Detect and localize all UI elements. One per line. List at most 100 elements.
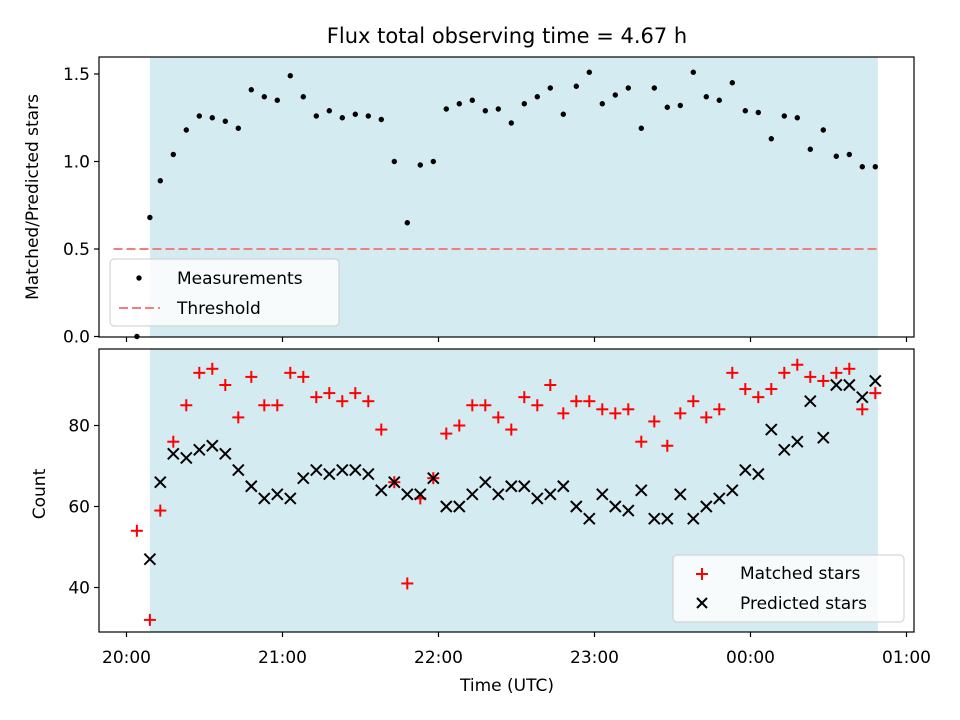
matched-star-point xyxy=(518,391,531,404)
matched-star-point xyxy=(310,391,323,404)
top-y-axis-label: Matched/Predicted stars xyxy=(23,94,43,300)
measurement-point xyxy=(521,101,527,107)
predicted-star-point xyxy=(830,378,843,392)
measurement-point xyxy=(482,108,488,114)
matched-star-point xyxy=(544,379,557,391)
legend-threshold-label: Threshold xyxy=(176,299,261,319)
predicted-star-point xyxy=(869,374,882,388)
predicted-star-point xyxy=(349,463,362,477)
measurement-point xyxy=(586,69,592,75)
bottom-legend: Matched stars Predicted stars xyxy=(672,554,905,623)
predicted-star-point xyxy=(674,488,687,501)
measurement-point xyxy=(794,115,800,121)
measurement-point xyxy=(833,153,839,159)
predicted-star-point xyxy=(401,488,414,501)
matched-star-point xyxy=(297,370,310,383)
matched-star-point xyxy=(193,366,206,379)
top-panel: 0.0 0.5 1.0 1.5 Matched/Predicted stars Mea… xyxy=(23,56,915,348)
matched-star-point xyxy=(830,366,843,379)
bottom-ytick-label: 80 xyxy=(68,417,90,437)
measurement-point xyxy=(742,108,748,114)
predicted-star-point xyxy=(375,484,388,497)
matched-star-point xyxy=(349,387,362,400)
predicted-star-point xyxy=(271,488,284,501)
measurement-point xyxy=(664,104,670,110)
xtick-label: 23:00 xyxy=(570,648,619,668)
matched-star-point xyxy=(869,387,882,400)
predicted-star-point xyxy=(687,512,700,525)
matched-star-point xyxy=(661,439,674,452)
matched-star-point xyxy=(479,399,492,412)
matched-star-point xyxy=(765,383,778,396)
measurement-point xyxy=(820,127,826,133)
chart-title: Flux total observing time = 4.67 h xyxy=(327,24,687,48)
matched-star-point xyxy=(453,419,466,432)
predicted-star-point xyxy=(791,435,804,448)
matched-star-point xyxy=(635,435,648,448)
matched-star-point xyxy=(531,399,544,412)
measurement-point xyxy=(313,113,319,119)
matched-star-point xyxy=(856,403,869,416)
predicted-star-point xyxy=(778,443,791,457)
matched-star-point xyxy=(700,411,713,424)
matched-star-point xyxy=(713,403,726,416)
predicted-star-point xyxy=(817,431,830,444)
predicted-star-point xyxy=(167,447,180,461)
matched-star-point xyxy=(375,423,388,436)
measurement-point xyxy=(729,80,735,86)
matched-star-point xyxy=(505,423,518,436)
predicted-star-point xyxy=(440,500,453,513)
legend-predicted-marker xyxy=(696,597,708,609)
bottom-ytick-label: 60 xyxy=(68,498,90,518)
matched-star-point xyxy=(180,399,193,412)
measurement-point xyxy=(261,94,267,100)
measurement-point xyxy=(573,83,579,89)
measurement-point xyxy=(651,85,657,91)
legend-measurements-marker xyxy=(136,275,142,281)
measurement-point xyxy=(755,109,761,116)
predicted-star-point xyxy=(323,467,336,481)
matched-star-point xyxy=(143,613,156,626)
bottom-panel: 40 60 80 20:00 21:00 22:00 23:00 00:00 01:00 Co… xyxy=(30,348,931,696)
predicted-star-point xyxy=(843,378,856,392)
predicted-star-point xyxy=(752,467,765,481)
predicted-star-point xyxy=(739,463,752,477)
bottom-axes-frame xyxy=(98,348,915,633)
predicted-star-point xyxy=(856,390,869,404)
matched-star-point xyxy=(219,379,232,391)
measurement-point xyxy=(287,73,293,79)
predicted-star-point xyxy=(492,488,505,501)
matched-star-point xyxy=(570,395,583,408)
xtick-label: 00:00 xyxy=(726,648,775,668)
matched-star-point xyxy=(336,395,349,408)
predicted-star-point xyxy=(596,488,609,501)
measurement-point xyxy=(443,106,449,112)
measurement-point xyxy=(872,164,878,170)
top-ytick-label: 0.5 xyxy=(63,240,90,260)
measurement-point xyxy=(846,151,852,158)
predicted-star-point xyxy=(180,451,193,465)
predicted-star-point xyxy=(583,512,596,525)
bottom-y-axis-label: Count xyxy=(30,468,50,519)
predicted-star-point xyxy=(531,492,544,505)
measurement-point xyxy=(625,85,631,91)
predicted-star-point xyxy=(193,443,206,457)
predicted-star-point xyxy=(570,500,583,513)
legend-measurements-label: Measurements xyxy=(177,269,303,289)
matched-star-point xyxy=(804,370,817,383)
measurement-point xyxy=(417,162,423,168)
predicted-star-point xyxy=(622,504,635,517)
matched-star-point xyxy=(130,524,143,537)
measurement-point xyxy=(196,113,202,119)
matched-star-point xyxy=(687,395,700,408)
predicted-star-point xyxy=(154,475,167,489)
top-legend: Measurements Threshold xyxy=(109,258,340,327)
predicted-star-point xyxy=(661,512,674,525)
measurement-point xyxy=(170,151,176,158)
predicted-star-point xyxy=(427,471,440,485)
measurement-point xyxy=(677,102,683,109)
predicted-star-point xyxy=(479,475,492,489)
measurement-point xyxy=(547,85,553,91)
matched-star-point xyxy=(245,370,258,383)
measurement-point xyxy=(222,118,228,124)
